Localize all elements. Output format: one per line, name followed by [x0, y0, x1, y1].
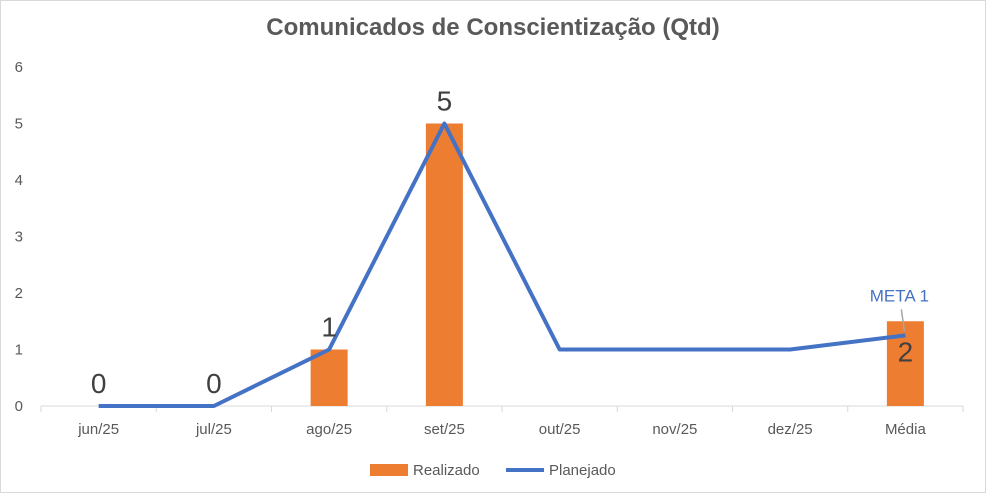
line-planejado [98, 121, 906, 408]
x-tick-label: jul/25 [195, 421, 232, 438]
annotations: META 1 [870, 286, 929, 332]
y-axis: 0 1 2 3 4 5 6 [15, 59, 23, 415]
bar-realizado [310, 349, 348, 406]
x-tick-label: Média [885, 421, 927, 438]
chart-title: Comunicados de Conscientização (Qtd) [266, 14, 719, 41]
y-tick-label: 3 [15, 229, 23, 246]
legend-swatch-realizado [370, 464, 408, 476]
bar-data-label: 1 [321, 312, 337, 343]
bar-data-label: 0 [206, 368, 222, 399]
x-tick-label: dez/25 [768, 421, 813, 438]
x-tick-label: jun/25 [77, 421, 119, 438]
legend-label-planejado: Planejado [549, 462, 616, 479]
x-tick-label: out/25 [539, 421, 581, 438]
line-series-planejado [98, 121, 906, 408]
x-tick-label: set/25 [424, 421, 465, 438]
bar-series-realizado [310, 123, 924, 406]
y-tick-label: 0 [15, 398, 23, 415]
bar-data-label: 5 [437, 86, 453, 117]
bar-realizado [425, 123, 463, 406]
legend: Realizado Planejado [370, 462, 616, 479]
bar-data-label: 0 [91, 368, 107, 399]
y-tick-label: 5 [15, 116, 23, 133]
annotation-meta-label: META 1 [870, 286, 929, 305]
annotation-leader-line [900, 309, 906, 332]
x-axis: jun/25 jul/25 ago/25 set/25 out/25 nov/25 dez/… [40, 405, 964, 438]
bar-data-label: 2 [898, 336, 914, 367]
y-tick-label: 2 [15, 285, 23, 302]
y-tick-label: 1 [15, 342, 23, 359]
x-tick-label: ago/25 [306, 421, 352, 438]
y-tick-label: 6 [15, 59, 23, 76]
x-tick-label: nov/25 [652, 421, 697, 438]
legend-label-realizado: Realizado [413, 462, 480, 479]
y-tick-label: 4 [15, 172, 23, 189]
data-labels: 0 0 1 5 2 [91, 86, 913, 400]
